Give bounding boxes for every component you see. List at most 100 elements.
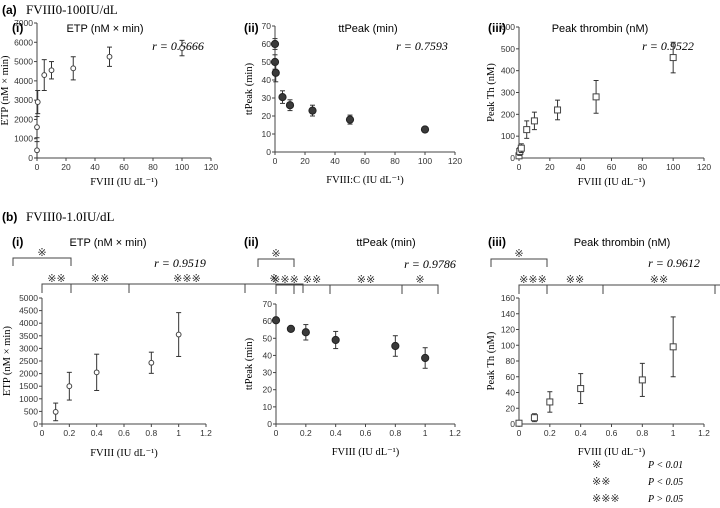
data-point (48, 67, 55, 74)
significance-mark: ※※※ (173, 272, 201, 285)
y-tick-label: 3500 (19, 331, 38, 341)
y-tick-label: 2000 (19, 369, 38, 379)
y-tick-label: 5000 (19, 293, 38, 303)
significance-bracket (602, 284, 716, 294)
data-point (515, 419, 523, 427)
x-tick-label: 60 (360, 156, 370, 166)
y-tick-label: 4500 (19, 306, 38, 316)
correlation-value: r = 0.9612 (648, 256, 700, 270)
y-tick-label: 100 (501, 131, 515, 141)
data-point (271, 68, 280, 77)
significance-bracket (329, 284, 403, 294)
data-point (517, 144, 525, 152)
section-b-label: (b) (2, 210, 17, 224)
x-tick-label: 1.2 (698, 428, 710, 438)
chart-title: ttPeak (min) (356, 237, 415, 249)
significance-mark: ※ (37, 246, 46, 259)
chart-a-iii: 0 20 40 60 80 100 120 0 100 200 300 400 500 600(iii) P… (486, 21, 711, 188)
y-tick-label: 2500 (19, 356, 38, 366)
data-point (270, 57, 280, 67)
x-tick-label: 0.6 (606, 428, 618, 438)
legend-text-3: P > 0.05 (647, 494, 683, 505)
significance-bracket (41, 283, 72, 293)
significance-mark: ※※ (47, 272, 65, 285)
x-axis-label: FVIII (IU dL⁻¹) (332, 447, 400, 458)
y-tick-label: 10 (262, 129, 272, 139)
legend-symbol-3: ※※※ (592, 492, 620, 505)
y-tick-label: 40 (262, 75, 272, 85)
chart-a-i: 0 20 40 60 80 100 120 0 1000 2000 3000 4000 5000 6000… (0, 18, 218, 188)
y-tick-label: 120 (501, 325, 515, 335)
data-point (669, 343, 677, 351)
y-axis-label: Peak Th (nM) (486, 331, 497, 390)
y-tick-label: 0 (28, 153, 33, 163)
y-tick-label: 70 (263, 299, 273, 309)
data-point (592, 93, 600, 101)
x-tick-label: 60 (607, 162, 617, 172)
significance-mark: ※※ (357, 273, 375, 286)
x-tick-label: 80 (148, 162, 158, 172)
y-tick-label: 0 (33, 419, 38, 429)
correlation-value: r = 0.9786 (404, 257, 456, 271)
y-tick-label: 0 (510, 153, 515, 163)
significance-mark: ※ (415, 273, 424, 286)
significance-bracket (714, 284, 720, 294)
chart-title: ETP (nM × min) (66, 23, 143, 35)
y-axis-label: ETP (nM × min) (0, 55, 11, 125)
x-tick-label: 80 (390, 156, 400, 166)
data-point (148, 359, 155, 366)
data-point (34, 147, 40, 154)
x-tick-label: 80 (638, 162, 648, 172)
y-tick-label: 1500 (19, 381, 38, 391)
y-tick-label: 20 (263, 385, 273, 395)
y-tick-label: 600 (501, 22, 515, 32)
x-tick-label: 100 (418, 156, 432, 166)
section-a-title: FVIII0-100IU/dL (26, 2, 118, 17)
data-point (546, 398, 554, 406)
data-point (308, 106, 317, 115)
x-tick-label: 0.2 (63, 428, 75, 438)
y-tick-label: 60 (506, 372, 516, 382)
y-tick-label: 50 (263, 333, 273, 343)
y-tick-label: 0 (266, 147, 271, 157)
y-tick-label: 300 (501, 88, 515, 98)
data-point (391, 341, 400, 351)
significance-mark: ※※ (566, 273, 584, 286)
y-tick-label: 40 (263, 350, 273, 360)
y-tick-label: 20 (506, 403, 516, 413)
y-tick-label: 3000 (19, 343, 38, 353)
section-b-title: FVIII0-1.0IU/dL (26, 209, 115, 224)
chart-title: ETP (nM × min) (69, 237, 146, 249)
x-tick-label: 1.2 (449, 428, 461, 438)
x-tick-label: 0.8 (389, 428, 401, 438)
x-tick-label: 120 (697, 162, 711, 172)
x-tick-label: 0.6 (360, 428, 372, 438)
x-tick-label: 100 (666, 162, 680, 172)
y-axis-label: Peak Th (nM) (486, 63, 497, 122)
x-tick-label: 120 (448, 156, 462, 166)
y-tick-label: 40 (506, 388, 516, 398)
y-tick-label: 30 (263, 368, 273, 378)
panel-label: (i) (12, 235, 23, 249)
x-tick-label: 20 (545, 162, 555, 172)
x-tick-label: 20 (61, 162, 71, 172)
x-axis-label: FVIII:C (IU dL⁻¹) (326, 175, 404, 186)
x-tick-label: 1 (671, 428, 676, 438)
data-point (420, 125, 430, 134)
chart-title: Peak thrombin (nM) (574, 237, 671, 249)
significance-bracket (257, 258, 295, 267)
x-tick-label: 0 (40, 428, 45, 438)
chart-b-i: 0 0.2 0.4 0.6 0.8 1 1.205001000150020002500300… (2, 235, 304, 459)
data-point (530, 414, 538, 422)
significance-legend: ※ P < 0.01 ※※ P < 0.05 ※※※ P > 0.05 (592, 458, 683, 505)
data-point (70, 65, 77, 72)
significance-bracket (293, 284, 331, 294)
y-tick-label: 30 (262, 93, 272, 103)
data-point (301, 328, 310, 337)
legend-symbol-1: ※ (592, 458, 601, 471)
significance-mark: ※※※ (271, 273, 299, 286)
significance-bracket (490, 258, 548, 267)
section-a-label: (a) (2, 3, 17, 17)
significance-bracket (546, 284, 604, 294)
x-tick-label: 20 (300, 156, 310, 166)
